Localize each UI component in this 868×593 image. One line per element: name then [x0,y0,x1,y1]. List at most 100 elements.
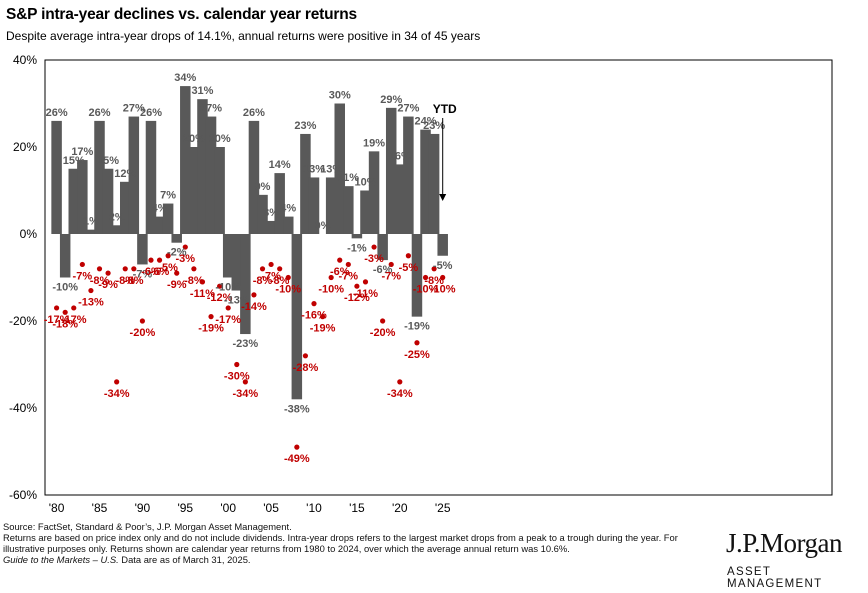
drop-dot [174,270,180,276]
drop-label: -8% [124,275,144,287]
drop-dot [268,261,274,268]
drop-dot [388,261,394,268]
drop-label: -10% [275,284,301,296]
return-bar [360,190,371,234]
x-tick-label: '85 [92,501,108,515]
drop-label: -7% [73,270,93,282]
footnote-guide: Guide to the Markets – U.S. Data are as … [3,554,703,565]
return-bar [428,133,440,234]
return-bar [188,147,200,234]
return-bar [128,116,140,234]
drop-label: -8% [90,275,110,287]
return-bar [222,234,234,278]
drop-dot [62,309,68,315]
drop-dot [182,244,188,250]
return-label: 26% [46,107,68,119]
drop-dot [371,244,377,250]
drop-dot [440,274,446,281]
return-label: 0% [315,220,331,232]
drop-label: -10% [318,284,344,296]
asset-management-label: ASSET MANAGEMENT [727,566,823,590]
drop-label: -6% [141,266,161,278]
return-bar [265,220,277,234]
return-label: 11% [338,172,360,184]
drop-label: -8% [115,275,135,287]
return-bar [205,116,217,234]
drop-dot [328,274,334,281]
return-label: 17% [71,146,93,158]
x-tick-label: '15 [349,501,365,515]
return-label: 7% [160,190,176,202]
drop-label: -19% [310,323,336,335]
return-bar [377,234,388,261]
drop-dot [105,270,111,276]
return-label: 23% [294,120,316,132]
drop-dot [397,379,403,385]
return-label: 20% [183,133,205,145]
return-bar [197,99,208,235]
drop-dot [354,283,360,289]
footnote-date: Data are as of March 31, 2025. [118,554,251,565]
drop-label: -25% [404,349,430,361]
return-label: -23% [233,338,259,350]
return-bar [291,234,303,400]
drop-label: -13% [78,297,104,309]
drop-label: -7% [261,270,281,282]
drop-label: -12% [344,292,370,304]
drop-dot [96,266,103,272]
x-tick-label: '00 [220,501,236,515]
drop-dot [405,253,411,259]
return-label: 26% [140,107,162,119]
drop-label: -34% [104,388,130,400]
footnote: Source: FactSet, Standard & Poor’s, J.P.… [3,521,703,565]
return-bar [111,225,122,234]
return-bar [257,194,268,234]
return-bar [368,151,380,234]
x-tick-label: '20 [392,501,408,515]
return-label: 10% [354,177,376,189]
return-label: -7% [133,268,153,280]
drop-dot [285,274,291,281]
drop-label: -5% [158,262,178,274]
return-label: 12% [114,168,136,180]
return-label: 27% [200,103,222,115]
drop-label: -17% [61,314,87,326]
return-bar [171,234,182,243]
return-bar [154,216,165,234]
return-bar [420,129,431,234]
return-bar [334,103,345,234]
return-bar [300,133,311,234]
drop-dot [88,287,94,294]
return-bar [308,177,320,234]
return-label: 29% [380,94,402,106]
return-bar [77,160,88,234]
drop-label: -18% [52,318,78,330]
drop-label: -17% [44,314,70,326]
drop-dot [422,274,429,281]
x-tick-label: '05 [263,501,279,515]
drop-dot [54,305,60,311]
drop-label: -11% [190,288,215,300]
drop-label: -9% [167,279,187,291]
drop-dot [345,261,351,268]
x-tick-label: '80 [49,501,65,515]
drop-dot [414,340,420,346]
chart-title: S&P intra-year declines vs. calendar yea… [6,6,357,23]
drop-label: -6% [330,266,350,278]
y-tick-label: 0% [20,227,38,241]
return-label: 4% [152,203,168,215]
return-bar [94,120,105,234]
drop-dot [251,292,257,298]
y-tick-label: -20% [9,314,37,328]
drop-dot [319,314,326,320]
return-label: 13% [303,163,325,175]
drop-label: -30% [224,371,250,383]
x-tick-label: '25 [435,501,451,515]
drop-dot [311,301,317,307]
drop-label: -16% [301,310,327,322]
drop-dot [71,305,77,311]
return-bar [137,234,148,265]
drop-dot [337,257,343,263]
x-tick-label: '95 [177,501,193,515]
return-label: -5% [433,260,453,272]
